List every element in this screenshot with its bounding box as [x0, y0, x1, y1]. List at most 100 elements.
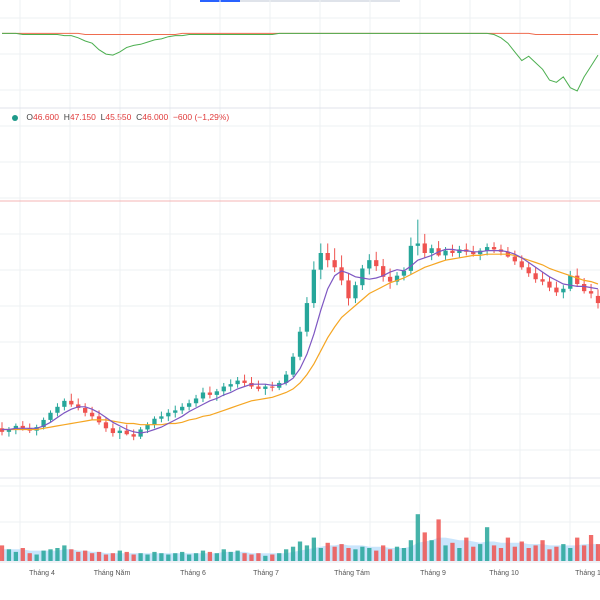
volume-bar	[374, 550, 379, 561]
volume-bar	[304, 545, 310, 561]
candle-body	[491, 247, 497, 250]
candle-body	[318, 253, 323, 270]
candle-body	[200, 392, 206, 399]
volume-bar	[353, 549, 358, 561]
volume-bar	[422, 532, 427, 561]
candle-body	[526, 267, 531, 274]
volume-bar	[387, 549, 393, 561]
volume-bar	[547, 549, 552, 561]
volume-bar	[200, 550, 206, 561]
volume-bar	[249, 554, 254, 561]
volume-bar	[450, 542, 455, 561]
volume-bar	[41, 550, 46, 561]
volume-bar	[471, 546, 476, 561]
volume-bar	[443, 545, 448, 561]
candle-body	[159, 416, 164, 419]
candle-body	[103, 422, 109, 429]
volume-bar	[360, 546, 365, 561]
volume-bar	[429, 540, 434, 561]
candle-body	[325, 253, 330, 261]
volume-bar	[159, 553, 164, 561]
volume-bar	[76, 551, 81, 561]
volume-bar	[484, 527, 490, 561]
volume-bar	[575, 537, 580, 561]
candle-body	[110, 428, 116, 434]
ma-long-line	[2, 253, 599, 431]
volume-bar	[581, 545, 587, 561]
volume-bar	[6, 549, 12, 561]
candle-body	[554, 287, 559, 293]
volume-bar	[505, 537, 511, 561]
moving-averages	[2, 248, 599, 434]
candle-body	[173, 410, 178, 413]
volume-bar	[152, 551, 157, 561]
volume-bar	[526, 548, 531, 561]
candle-body	[387, 276, 393, 282]
x-axis-label: Tháng 6	[180, 570, 206, 577]
volume-bar	[214, 553, 219, 561]
change-value: −600 (−1,29%)	[172, 112, 230, 122]
volume-bar	[124, 551, 129, 561]
volume-bar	[519, 541, 524, 561]
low-label: L	[100, 112, 106, 122]
candle-body	[401, 270, 407, 276]
volume-bar	[110, 553, 116, 561]
candle-body	[394, 275, 400, 282]
indicator-green-line	[2, 32, 599, 92]
candle-body	[145, 424, 150, 430]
candle-body	[381, 266, 386, 277]
volume-bar	[34, 554, 39, 561]
volume-bar	[540, 540, 545, 561]
volume-bar	[242, 553, 247, 561]
candle-body	[20, 425, 25, 429]
volume-bar	[62, 545, 67, 561]
candles	[0, 219, 600, 441]
volume-bar	[138, 553, 143, 561]
volume-bar	[186, 554, 192, 561]
candle-body	[69, 400, 74, 405]
time-axis: Tháng 4 Tháng Năm Tháng 6 Tháng 7 Tháng Tám T…	[29, 570, 600, 577]
volume-bar	[235, 550, 240, 561]
x-axis-label: Tháng 7	[253, 570, 279, 577]
candle-body	[581, 284, 587, 292]
volume-bar	[318, 548, 323, 561]
volume-bar	[96, 551, 102, 561]
candle-body	[484, 247, 490, 251]
volume-bar	[256, 553, 261, 561]
volume-bar	[512, 546, 517, 561]
candle-body	[152, 418, 157, 425]
volume-bar	[408, 540, 414, 561]
volume-bar	[283, 549, 289, 561]
candle-body	[166, 412, 171, 417]
candle-body	[228, 384, 233, 387]
volume-bar	[166, 554, 171, 561]
candle-body	[533, 273, 538, 280]
candle-body	[304, 303, 310, 332]
candle-body	[180, 406, 185, 411]
candle-body	[124, 430, 129, 435]
volume-bar	[533, 545, 538, 561]
series-dot-icon[interactable]	[12, 114, 18, 121]
candle-body	[117, 430, 122, 434]
candle-body	[221, 386, 226, 392]
close-value: 46.000	[142, 112, 169, 122]
candle-body	[41, 419, 46, 428]
volume-bar	[401, 548, 407, 561]
volume-bar	[103, 554, 109, 561]
volume-bar	[568, 548, 573, 561]
volume-bar	[27, 553, 32, 561]
volume-bar	[367, 548, 372, 561]
volume-bar	[346, 548, 351, 561]
volume-bar	[561, 544, 566, 561]
volume-bar	[297, 541, 303, 561]
volume-bar	[311, 537, 317, 561]
grid	[0, 0, 600, 562]
volume-bar	[228, 551, 233, 561]
candle-body	[297, 331, 303, 357]
high-label: H	[63, 112, 70, 122]
volume-bar	[89, 553, 95, 561]
candle-body	[214, 391, 219, 395]
volume-bar	[13, 551, 19, 561]
volume-bar	[381, 545, 386, 561]
